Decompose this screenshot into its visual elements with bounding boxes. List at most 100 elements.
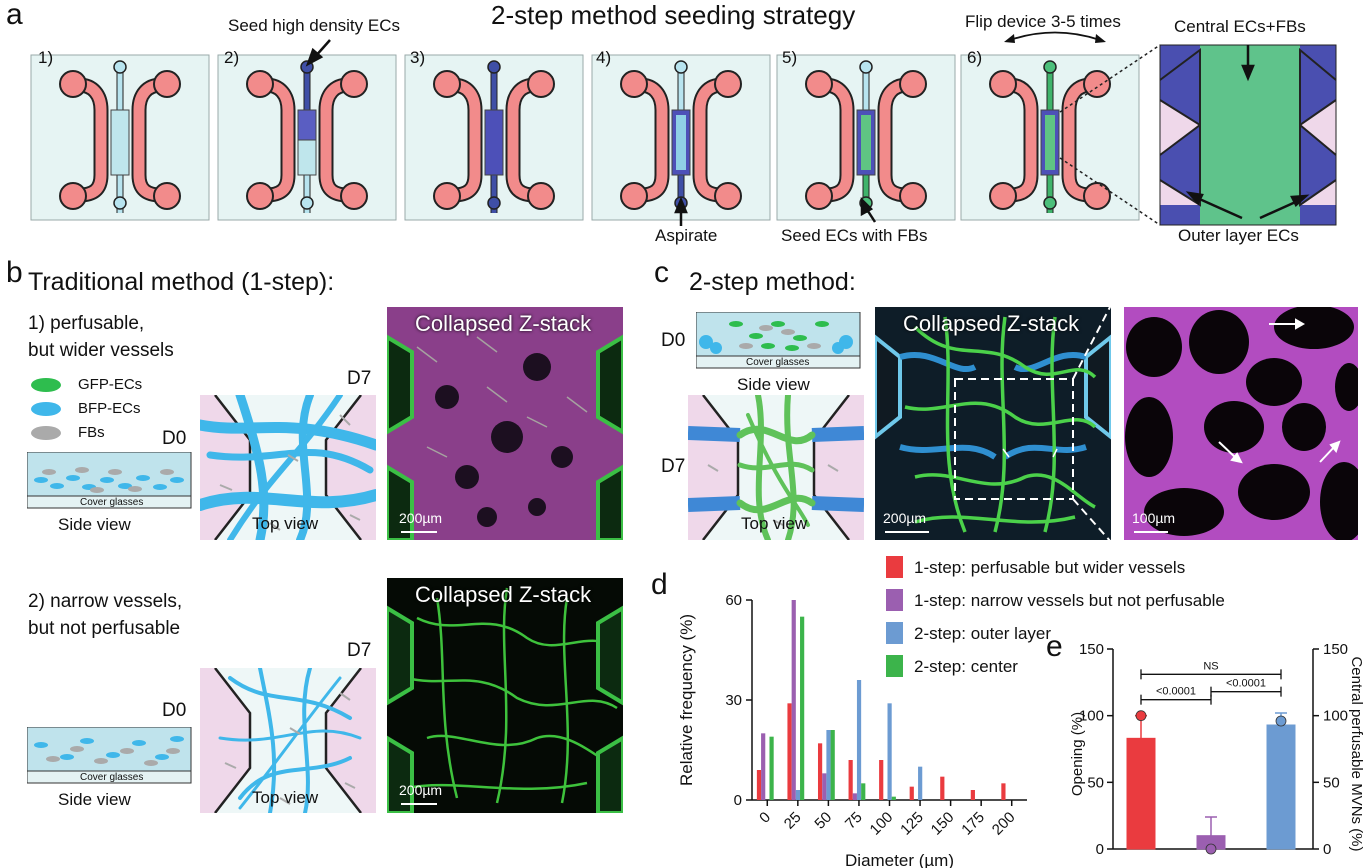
comparison-label: <0.0001	[1226, 678, 1266, 690]
outer-label: Outer layer ECs	[1178, 226, 1299, 245]
left-tick-label: 100	[1079, 708, 1104, 725]
seed-ecs-fbs-label: Seed ECs with FBs	[781, 226, 928, 245]
c-scale-label-2: 100µm	[1132, 510, 1176, 526]
c-d7: D7	[661, 456, 686, 477]
aspirate-label: Aspirate	[655, 226, 718, 245]
data-point	[1275, 715, 1287, 727]
opening-bar	[1266, 724, 1296, 850]
left-axis-label: Opening (%)	[1070, 712, 1086, 796]
b1-scale-label: 200µm	[399, 510, 443, 526]
device-step-2	[218, 55, 396, 220]
histogram-bar	[756, 770, 762, 800]
data-point	[1205, 843, 1217, 855]
y-axis-label: Relative frequency (%)	[677, 614, 696, 786]
histogram-bar	[761, 733, 766, 800]
step-4-label: 4)	[596, 48, 612, 67]
step-3-label: 3)	[410, 48, 426, 67]
histogram-bar	[795, 790, 801, 800]
right-tick-label: 0	[1323, 841, 1331, 858]
x-tick-label: 200	[989, 809, 1019, 839]
histogram-bar	[918, 766, 923, 800]
step-1-label: 1)	[38, 48, 54, 67]
histogram-bar	[909, 786, 914, 800]
device-step-5	[777, 55, 955, 220]
panel-c-title: 2-step method:	[689, 268, 856, 296]
case-2-label: 2) narrow vessels, but not perfusable	[28, 591, 183, 639]
c-top-view	[688, 395, 864, 540]
x-tick-label: 175	[958, 809, 988, 839]
panel-a-arrows	[305, 39, 1310, 226]
histogram-bar	[856, 680, 862, 800]
b1-side-view	[27, 452, 192, 509]
device-step-6	[961, 55, 1139, 220]
histogram-bar	[887, 703, 892, 800]
legend-d-3: 2-step: center	[914, 657, 1018, 676]
b1-top-view	[200, 395, 376, 540]
histogram-bar	[822, 773, 827, 800]
left-tick-label: 150	[1079, 641, 1104, 658]
histogram-bar	[861, 783, 866, 800]
right-tick-label: 150	[1323, 641, 1348, 658]
histogram-bar	[1001, 783, 1006, 800]
c-micrograph-zoom: 100µm	[1124, 307, 1358, 540]
b2-micrograph: Collapsed Z-stack 200µm	[387, 578, 623, 813]
b1-micrograph: Collapsed Z-stack 200µm	[387, 307, 623, 540]
histogram-bar	[800, 616, 805, 800]
b2-d0: D0	[162, 700, 187, 721]
histogram-bar	[769, 736, 774, 800]
histogram-bar	[852, 793, 857, 800]
c-side-view	[696, 312, 861, 369]
histogram-chart: 0 30 60 0 25 50 75 100 125 150 175 200 Relative freq…	[677, 592, 1027, 868]
c-d0: D0	[661, 330, 686, 351]
c-top-view-label: Top view	[741, 514, 808, 533]
panel-a-title: 2-step method seeding strategy	[491, 0, 856, 30]
b1-cover-glasses: Cover glasses	[80, 497, 144, 508]
b2-scale-label: 200µm	[399, 782, 443, 798]
b2-top-view	[200, 668, 376, 813]
opening-chart: 0 0 50 50 100 100 150 150 NS <0.0001 <0.0001 Openin…	[1070, 641, 1365, 858]
panel-c-letter: c	[654, 256, 669, 289]
cell-legend-swatches	[31, 378, 61, 440]
x-tick-label: 100	[867, 809, 897, 839]
x-tick-label: 0	[756, 809, 774, 827]
device-step-4	[592, 55, 770, 220]
case-1-label: 1) perfusable, but wider vessels	[28, 313, 174, 361]
histogram-bar	[848, 760, 853, 800]
histogram-bar	[879, 760, 884, 800]
b1-d0: D0	[162, 428, 187, 449]
histogram-bar	[787, 703, 792, 800]
histogram-legend	[886, 556, 903, 677]
c-scale-label-1: 200µm	[883, 510, 927, 526]
right-tick-label: 50	[1323, 774, 1340, 791]
histogram-bar	[891, 796, 896, 800]
panel-d-letter: d	[651, 568, 668, 601]
histogram-bar	[970, 790, 975, 800]
histogram-bar	[940, 776, 945, 800]
legend-d-0: 1-step: perfusable but wider vessels	[914, 558, 1186, 577]
histogram-bar	[826, 730, 831, 800]
x-tick-label: 150	[928, 809, 958, 839]
y-tick-label: 30	[725, 692, 742, 709]
x-tick-label: 50	[811, 809, 835, 833]
right-tick-label: 100	[1323, 708, 1348, 725]
y-tick-label: 60	[725, 592, 742, 609]
y-tick-label: 0	[734, 792, 742, 809]
legend-fbs: FBs	[78, 424, 105, 441]
panel-a-devices	[0, 31, 1337, 250]
legend-d-2: 2-step: outer layer	[914, 624, 1052, 643]
x-tick-label: 25	[781, 809, 805, 833]
central-label: Central ECs+FBs	[1174, 17, 1306, 36]
b2-top-view-label: Top view	[252, 788, 319, 807]
panel-a-letter: a	[6, 0, 23, 31]
zoom-device-center	[1159, 44, 1337, 226]
comparison-label: <0.0001	[1156, 686, 1196, 698]
step-2-label: 2)	[224, 48, 240, 67]
b2-micro-title: Collapsed Z-stack	[415, 582, 592, 607]
legend-d-1: 1-step: narrow vessels but not perfusabl…	[914, 591, 1225, 610]
c-side-view-label: Side view	[737, 375, 810, 394]
right-axis-label: Central perfusable MVNs (%)	[1348, 656, 1365, 851]
legend-bfp: BFP-ECs	[78, 400, 141, 417]
b1-side-view-label: Side view	[58, 515, 131, 534]
histogram-bar	[830, 730, 835, 800]
b1-micro-title: Collapsed Z-stack	[415, 311, 592, 336]
